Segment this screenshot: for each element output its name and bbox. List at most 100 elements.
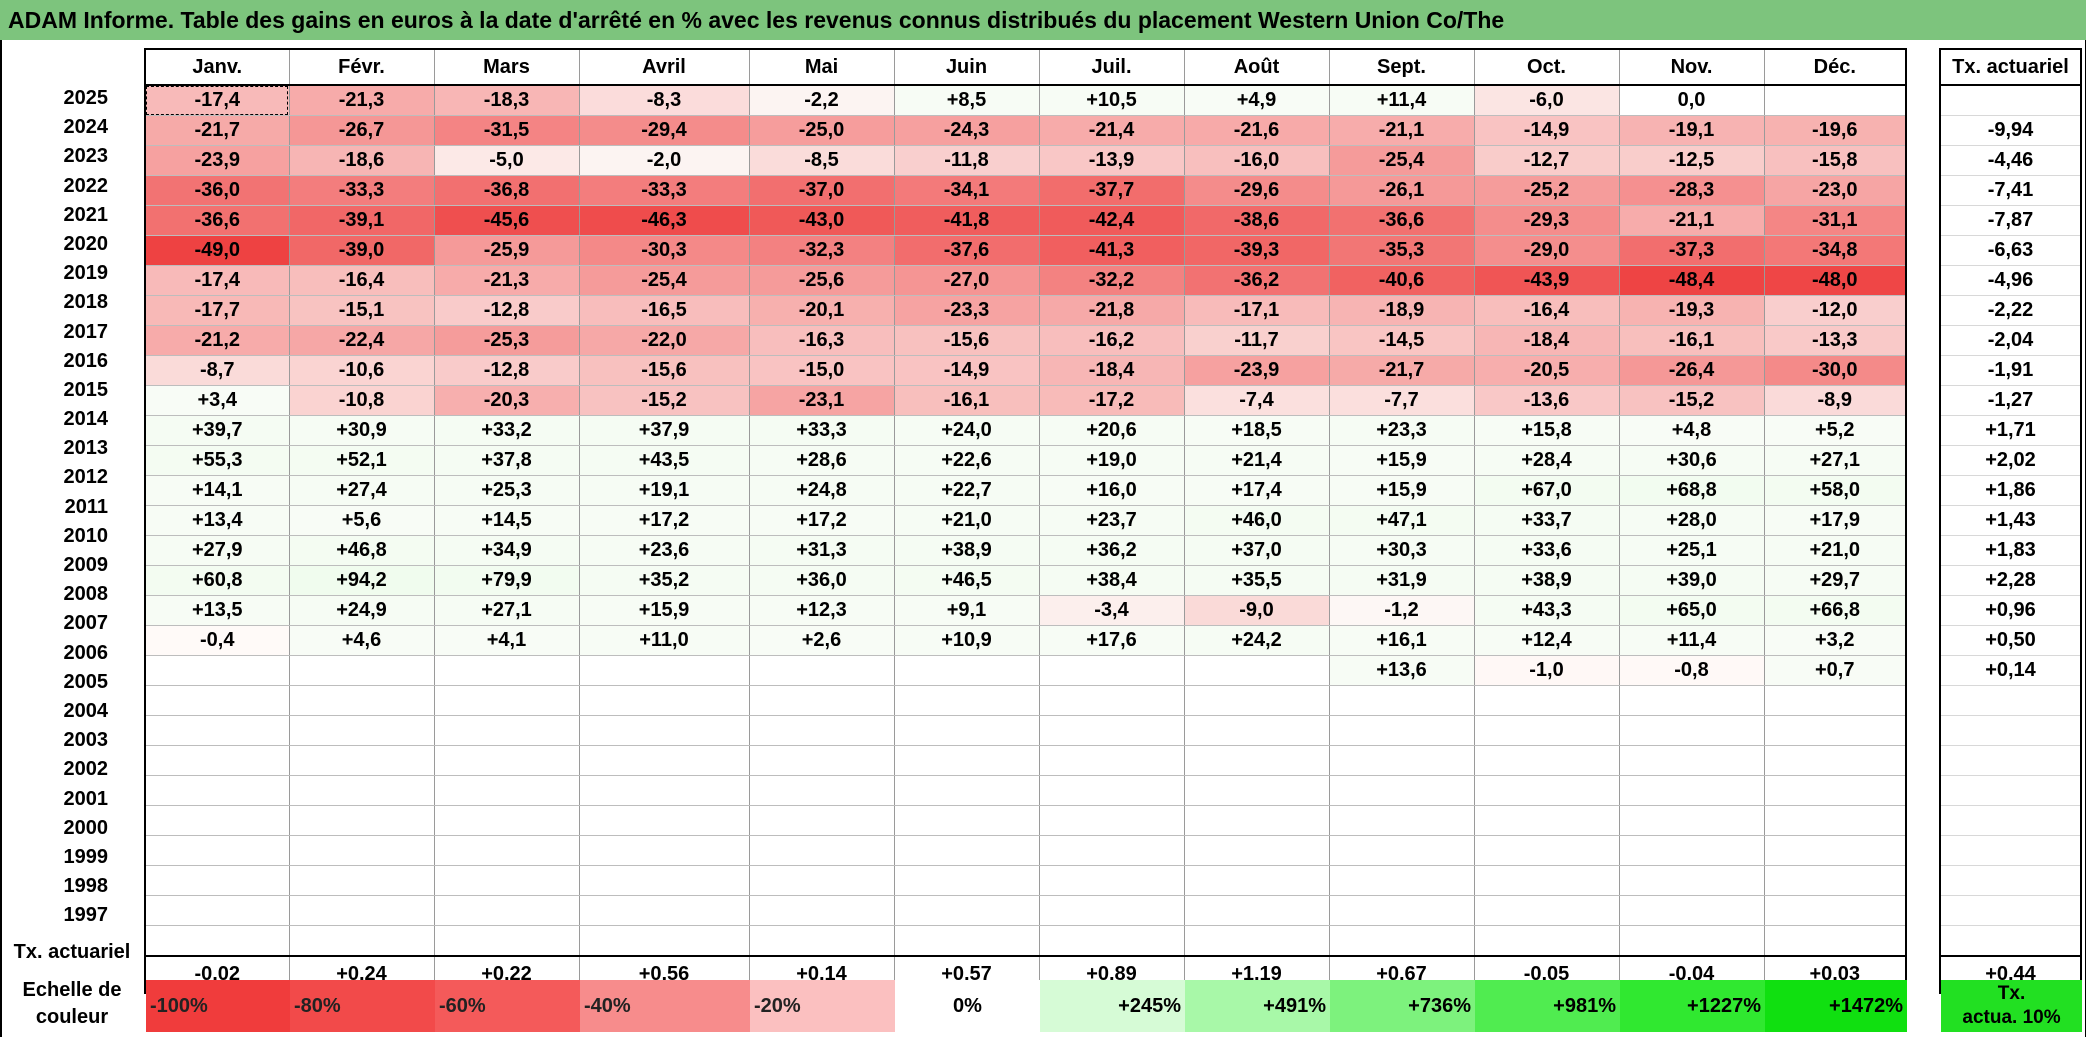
gain-cell: -3,4 [1039, 595, 1185, 626]
gain-cell: -40,6 [1329, 265, 1475, 296]
scale-swatch: +245% [1040, 980, 1185, 1032]
table-row [145, 835, 1907, 866]
year-label: 2007 [63, 612, 109, 635]
gain-cell [1474, 685, 1620, 716]
year-label: 1998 [63, 875, 109, 898]
gain-cell: -12,7 [1474, 145, 1620, 176]
gain-cell [145, 685, 290, 716]
gain-cell [749, 685, 895, 716]
year-label: 2006 [63, 641, 109, 664]
side-rate-cell [1940, 865, 2081, 896]
gain-cell: +22,6 [894, 445, 1040, 476]
gain-cell: -14,9 [1474, 115, 1620, 146]
gain-cell: -18,4 [1474, 325, 1620, 356]
gain-cell: -22,4 [289, 325, 435, 356]
year-label: 2019 [63, 262, 109, 285]
gain-cell: -25,4 [1329, 145, 1475, 176]
scale-swatch: -20% [750, 980, 895, 1032]
month-header: Juin [894, 49, 1040, 86]
gain-cell: +38,4 [1039, 565, 1185, 596]
gain-cell: -16,3 [749, 325, 895, 356]
page-title: ADAM Informe. Table des gains en euros à… [0, 0, 2086, 40]
gain-cell: -0,8 [1619, 655, 1765, 686]
gain-cell: -1,2 [1329, 595, 1475, 626]
gain-cell [434, 835, 580, 866]
gain-cell [434, 925, 580, 957]
gain-cell [1474, 925, 1620, 957]
gain-cell: -39,3 [1184, 235, 1330, 266]
gain-cell: -30,3 [579, 235, 750, 266]
scale-swatch: -40% [580, 980, 750, 1032]
side-rate-cell: -1,91 [1940, 355, 2081, 386]
gain-cell [1474, 895, 1620, 926]
gain-cell [1764, 85, 1907, 116]
gain-cell: +27,1 [434, 595, 580, 626]
gain-cell: +67,0 [1474, 475, 1620, 506]
gain-cell: -17,4 [145, 85, 290, 116]
gain-cell: +29,7 [1764, 565, 1907, 596]
gain-cell: -38,6 [1184, 205, 1330, 236]
gain-cell [145, 655, 290, 686]
scale-swatch: +1227% [1620, 980, 1765, 1032]
year-label: 2023 [63, 145, 109, 168]
gain-cell: -20,5 [1474, 355, 1620, 386]
year-label: 1997 [63, 904, 109, 927]
gain-cell [749, 775, 895, 806]
table-row: -49,0 -39,0 -25,9 -30,3 -32,3 -37,6 -41,3 -39,3… [145, 235, 1907, 266]
gain-cell: -42,4 [1039, 205, 1185, 236]
gain-cell: -37,6 [894, 235, 1040, 266]
gain-cell: -11,8 [894, 145, 1040, 176]
gain-cell: +21,4 [1184, 445, 1330, 476]
table-row [145, 895, 1907, 926]
month-header: Oct. [1474, 49, 1620, 86]
gain-cell: +3,4 [145, 385, 290, 416]
gain-cell: +27,1 [1764, 445, 1907, 476]
gain-cell: -21,3 [289, 85, 435, 116]
gain-cell [1039, 745, 1185, 776]
gain-cell [1329, 745, 1475, 776]
gain-cell [1184, 655, 1330, 686]
gain-cell: +4,1 [434, 625, 580, 656]
side-rate-cell [1940, 925, 2081, 957]
scale-label-line2: couleur [35, 1006, 109, 1028]
gain-cell [1039, 895, 1185, 926]
gain-cell: -21,1 [1619, 205, 1765, 236]
table-row: -36,0 -33,3 -36,8 -33,3 -37,0 -34,1 -37,7 -29,6… [145, 175, 1907, 206]
table-row: +3,4 -10,8 -20,3 -15,2 -23,1 -16,1 -17,2 -7,4 -7… [145, 385, 1907, 416]
gain-cell: -23,0 [1764, 175, 1907, 206]
month-header: Déc. [1764, 49, 1907, 86]
month-header: Sept. [1329, 49, 1475, 86]
side-rate-cell [1940, 805, 2081, 836]
table-row: -21,2 -22,4 -25,3 -22,0 -16,3 -15,6 -16,2 -11,7… [145, 325, 1907, 356]
gain-cell [749, 655, 895, 686]
gain-cell [749, 715, 895, 746]
gain-cell: +13,6 [1329, 655, 1475, 686]
gain-cell [1474, 715, 1620, 746]
gain-cell: -25,0 [749, 115, 895, 146]
gain-cell: +9,1 [894, 595, 1040, 626]
gain-cell: +17,6 [1039, 625, 1185, 656]
gain-cell [289, 895, 435, 926]
gain-cell: +23,3 [1329, 415, 1475, 446]
gain-cell: +24,9 [289, 595, 435, 626]
gain-cell: -21,2 [145, 325, 290, 356]
gain-cell [579, 775, 750, 806]
gain-cell: -35,3 [1329, 235, 1475, 266]
year-label: 2003 [63, 729, 109, 752]
gain-cell: -17,1 [1184, 295, 1330, 326]
gain-cell [579, 715, 750, 746]
gain-cell: -29,0 [1474, 235, 1620, 266]
side-rate-cell: +0,96 [1940, 595, 2081, 626]
gain-cell: +31,3 [749, 535, 895, 566]
gain-cell: -8,9 [1764, 385, 1907, 416]
gain-cell: +79,9 [434, 565, 580, 596]
table-row: +13,4 +5,6 +14,5 +17,2 +17,2 +21,0 +23,7 +46,0 +… [145, 505, 1907, 536]
gain-cell [749, 805, 895, 836]
gain-cell [145, 865, 290, 896]
gain-cell: -29,4 [579, 115, 750, 146]
gain-cell [894, 835, 1040, 866]
gain-cell: +17,9 [1764, 505, 1907, 536]
gain-cell [1764, 925, 1907, 957]
gain-cell: +35,2 [579, 565, 750, 596]
gain-cell: -21,3 [434, 265, 580, 296]
